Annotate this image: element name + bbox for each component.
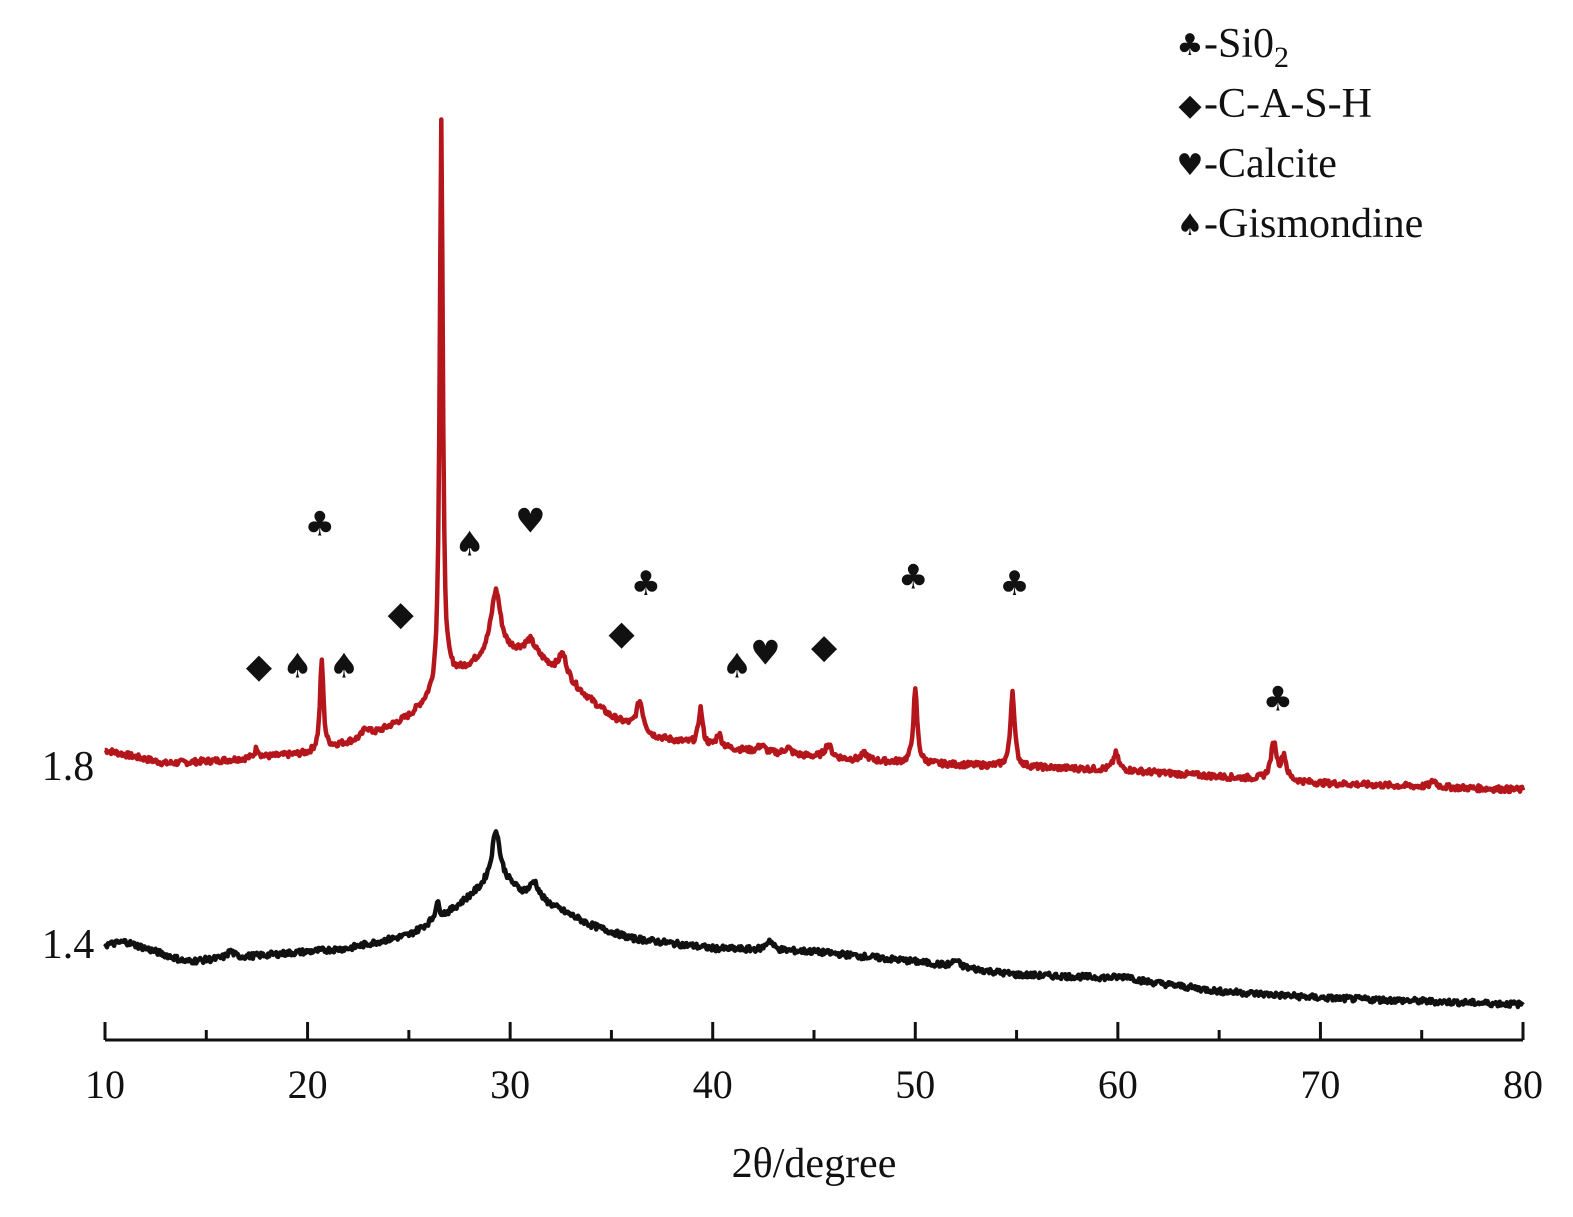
- series-layer: [103, 117, 1526, 1010]
- x-tick-label: 50: [895, 1062, 935, 1107]
- x-tick-label: 20: [288, 1062, 328, 1107]
- series-line-1-8: [103, 117, 1526, 795]
- series-label-1-8: 1.8: [42, 744, 95, 790]
- legend-spade-icon: ♠: [1177, 208, 1204, 243]
- legend: ♣ -Si02◆ -C-A-S-H♥ -Calcite♠ -Gismondine: [1177, 21, 1424, 247]
- series-label-1-4: 1.4: [42, 922, 95, 968]
- x-tick-label: 40: [693, 1062, 733, 1107]
- x-tick-label: 10: [85, 1062, 125, 1107]
- x-tick-label: 80: [1503, 1062, 1543, 1107]
- peak-marker-spade-icon: ♠: [722, 647, 752, 687]
- peak-marker-club-icon: ♣: [898, 558, 928, 598]
- x-tick-label: 70: [1300, 1062, 1340, 1107]
- peak-marker-spade-icon: ♠: [329, 647, 359, 687]
- legend-club-icon: ♣: [1177, 28, 1204, 63]
- series-line-1-4: [103, 829, 1525, 1010]
- x-axis: 10 20 30 40 50 60 70 80: [85, 1022, 1543, 1107]
- legend-label: -Calcite: [1204, 141, 1337, 187]
- x-tick-label: 30: [490, 1062, 530, 1107]
- legend-label: -C-A-S-H: [1204, 81, 1372, 127]
- peak-marker-club-icon: ♣: [631, 564, 661, 604]
- peak-marker-diamond-icon: ◆: [246, 647, 273, 687]
- legend-heart-icon: ♥: [1177, 148, 1204, 183]
- peak-marker-diamond-icon: ◆: [608, 614, 635, 654]
- peak-marker-club-icon: ♣: [999, 564, 1029, 604]
- peak-marker-spade-icon: ♠: [454, 525, 484, 565]
- legend-label: -Si02: [1204, 21, 1289, 74]
- legend-diamond-icon: ◆: [1178, 88, 1201, 123]
- peak-marker-heart-icon: ♥: [750, 633, 780, 673]
- peak-marker-club-icon: ♣: [1263, 680, 1293, 720]
- peak-marker-diamond-icon: ◆: [388, 594, 415, 634]
- peak-marker-spade-icon: ♠: [282, 647, 312, 687]
- legend-label: -Gismondine: [1204, 201, 1423, 247]
- series-label-layer: 1.8 1.4: [42, 744, 95, 968]
- x-axis-title: 2θ/degree: [732, 1141, 897, 1187]
- x-tick-label: 60: [1098, 1062, 1138, 1107]
- peak-marker-club-icon: ♣: [304, 505, 334, 545]
- peak-marker-layer: ◆♠♣♠◆♣♠♥◆♣♠♥◆♣♣♣: [246, 501, 1293, 720]
- peak-marker-diamond-icon: ◆: [811, 627, 838, 667]
- peak-marker-heart-icon: ♥: [515, 501, 545, 541]
